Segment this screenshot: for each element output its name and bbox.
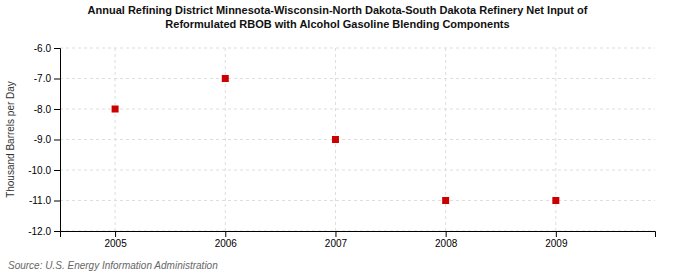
x-tick-label: 2007 [325, 238, 348, 249]
y-tick-mark [54, 48, 60, 49]
points [112, 75, 560, 204]
title: Annual Refining District Minnesota-Wisco… [88, 4, 588, 30]
y-tick-mark [54, 79, 60, 80]
x-tick-label: 2008 [435, 238, 458, 249]
y-tick-mark [54, 109, 60, 110]
grid [60, 48, 655, 231]
grid-line-y [60, 200, 655, 201]
x-tick-label: 2009 [545, 238, 568, 249]
point [112, 106, 119, 113]
y-tick: -12.0 [28, 226, 60, 237]
x-tick: 2007 [325, 231, 348, 249]
point [332, 136, 339, 143]
x-tick-mark [115, 231, 116, 237]
y-tick-mark [54, 170, 60, 171]
title-line: Reformulated RBOB with Alcohol Gasoline … [165, 18, 509, 30]
grid-line-y [60, 48, 655, 49]
y-axis-title: Thousand Barrels per Day [5, 81, 16, 198]
y-tick-label: -10.0 [28, 165, 51, 176]
x-axis: 2005 2006 2007 2008 2009 [61, 231, 656, 249]
y-tick: -6.0 [34, 43, 60, 54]
y-tick: -8.0 [34, 104, 60, 115]
y-tick: -9.0 [34, 134, 60, 145]
y-tick-label: -11.0 [29, 195, 51, 206]
grid-line-y [60, 109, 655, 110]
chart: Annual Refining District Minnesota-Wisco… [0, 0, 675, 275]
y-axis: -12.0 -11.0 -10.0 -9.0 -8.0 -7.0 -6.0 [28, 43, 60, 237]
title-line: Annual Refining District Minnesota-Wisco… [88, 4, 588, 16]
x-tick: 2008 [435, 231, 458, 249]
point [222, 75, 229, 82]
x-axis-line [61, 232, 656, 238]
y-tick: -10.0 [28, 165, 60, 176]
y-tick: -11.0 [29, 195, 60, 206]
y-axis-line [54, 49, 61, 232]
y-tick-label: -12.0 [28, 226, 51, 237]
y-tick-mark [54, 140, 60, 141]
x-tick-label: 2005 [104, 238, 127, 249]
y-tick: -7.0 [34, 73, 60, 84]
grid-line-y [60, 170, 655, 171]
y-tick-mark [54, 201, 60, 202]
grid-line-y [60, 139, 655, 140]
x-tick: 2009 [545, 231, 568, 249]
x-tick-mark [225, 231, 226, 237]
x-tick-label: 2006 [215, 238, 238, 249]
y-tick-label: -7.0 [34, 73, 52, 84]
grid-line-y [60, 78, 655, 79]
point [442, 197, 449, 204]
y-tick-label: -9.0 [34, 134, 52, 145]
source-note: Source: U.S. Energy Information Administ… [8, 260, 218, 271]
y-tick-mark [54, 231, 60, 232]
x-tick: 2005 [104, 231, 127, 249]
x-tick-mark [556, 231, 557, 237]
x-tick: 2006 [215, 231, 238, 249]
point [552, 197, 559, 204]
x-tick-mark [446, 231, 447, 237]
grid-line-x [115, 48, 116, 231]
y-tick-label: -8.0 [34, 104, 52, 115]
y-tick-label: -6.0 [34, 43, 52, 54]
x-tick-mark [335, 231, 336, 237]
